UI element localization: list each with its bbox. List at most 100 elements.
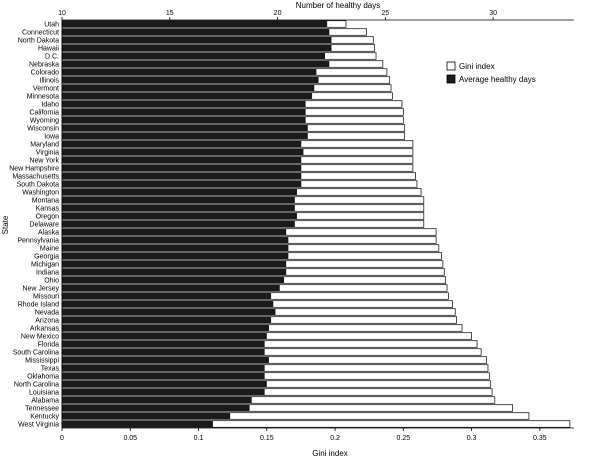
healthy-days-bar — [62, 172, 302, 180]
state-label: California — [29, 109, 59, 116]
healthy-days-bar — [62, 284, 280, 292]
healthy-days-bar — [62, 20, 328, 28]
state-label: Indiana — [36, 269, 59, 276]
state-label: Louisiana — [29, 389, 59, 396]
state-label: Kentucky — [30, 413, 59, 420]
healthy-days-bar — [62, 28, 330, 36]
healthy-days-bar — [62, 68, 317, 76]
healthy-days-bar — [62, 220, 295, 228]
state-label: Oregon — [36, 213, 59, 220]
state-label: Rhode Island — [18, 301, 59, 308]
healthy-days-bar — [62, 412, 231, 420]
healthy-days-bar — [62, 52, 326, 60]
state-label: Colorado — [31, 69, 60, 76]
state-label: West Virginia — [18, 421, 59, 428]
state-label: Utah — [44, 21, 59, 28]
state-label: Delaware — [29, 221, 59, 228]
bottom-axis: 0 0.05 0.1 0.15 0.2 0.25 0.3 0.35 — [60, 427, 574, 442]
state-label: Massachusetts — [12, 173, 59, 180]
healthy-days-bar — [62, 164, 302, 172]
healthy-days-bar — [62, 260, 287, 268]
state-label: North Dakota — [18, 37, 59, 44]
state-label: Wyoming — [30, 117, 59, 124]
bottom-tick-label: 0.2 — [330, 435, 340, 442]
top-tick-label: 10 — [58, 10, 66, 17]
state-label: Hawaii — [38, 45, 59, 52]
healthy-days-bar — [62, 140, 302, 148]
state-label: Wisconsin — [27, 125, 59, 132]
legend-swatch-healthy-days — [446, 74, 456, 84]
bottom-tick-label: 0.35 — [533, 435, 547, 442]
state-label: Idaho — [41, 101, 59, 108]
state-label: Kansas — [36, 205, 60, 212]
top-tick-label: 30 — [489, 10, 497, 17]
state-label: Maine — [40, 245, 59, 252]
healthy-days-bar — [62, 316, 272, 324]
state-label: Georgia — [34, 253, 59, 260]
bars — [61, 20, 571, 428]
bottom-tick-label: 0.05 — [123, 435, 137, 442]
healthy-days-bar — [62, 36, 332, 44]
healthy-days-bar — [62, 236, 289, 244]
healthy-days-bar — [62, 196, 295, 204]
healthy-days-bar — [62, 292, 272, 300]
healthy-days-bar — [62, 268, 287, 276]
state-label: Vermont — [33, 85, 59, 92]
state-label: North Carolina — [14, 381, 59, 388]
healthy-days-bar — [62, 332, 267, 340]
state-label: Pennsylvania — [17, 237, 59, 244]
state-label: New Hampshire — [9, 165, 59, 172]
state-label: Arizona — [35, 317, 59, 324]
legend-label-healthy-days: Average healthy days — [459, 75, 536, 84]
state-label: Alaska — [38, 229, 59, 236]
healthy-days-bar — [62, 276, 285, 284]
legend-swatch-gini — [446, 61, 456, 71]
state-label: Alabama — [31, 397, 59, 404]
healthy-days-bar — [62, 372, 265, 380]
healthy-days-bar — [62, 396, 252, 404]
state-label: Virginia — [36, 149, 59, 156]
healthy-days-bar — [62, 148, 304, 156]
state-label: South Carolina — [13, 349, 59, 356]
state-label: Washington — [22, 189, 59, 196]
healthy-days-bar — [62, 132, 308, 140]
state-label: Texas — [41, 365, 60, 372]
bottom-tick-label: 0.15 — [260, 435, 274, 442]
state-label: Florida — [38, 341, 60, 348]
state-label: Arkansas — [30, 325, 60, 332]
healthy-days-bar — [62, 420, 213, 428]
bottom-tick-label: 0.25 — [397, 435, 411, 442]
healthy-days-bar — [62, 308, 276, 316]
state-label: Tennessee — [25, 405, 59, 412]
bottom-tick-label: 0 — [60, 435, 64, 442]
healthy-days-bar — [62, 100, 306, 108]
healthy-days-bar — [62, 244, 289, 252]
state-label: Montana — [32, 197, 59, 204]
state-label: Maryland — [30, 141, 59, 148]
state-label: New York — [29, 157, 59, 164]
healthy-days-bar — [62, 364, 265, 372]
healthy-days-bar — [62, 92, 313, 100]
healthy-days-bar — [62, 340, 265, 348]
bottom-tick-label: 0.3 — [467, 435, 477, 442]
state-label: Connecticut — [22, 29, 59, 36]
top-axis-title: Number of healthy days — [296, 1, 381, 10]
state-label: New Mexico — [21, 333, 59, 340]
state-label: South Dakota — [17, 181, 60, 188]
y-axis-title: State — [1, 215, 10, 234]
healthy-days-bar — [62, 188, 297, 196]
healthy-days-bar — [62, 324, 269, 332]
healthy-days-bar — [62, 356, 269, 364]
bottom-axis-title: Gini index — [312, 449, 348, 458]
state-label: Michigan — [31, 261, 59, 268]
healthy-days-bar — [62, 388, 265, 396]
top-tick-label: 20 — [274, 10, 282, 17]
healthy-days-bar — [62, 108, 306, 116]
state-label: Mississippi — [25, 357, 59, 364]
state-label: Nebraska — [29, 61, 59, 68]
healthy-days-bar — [62, 252, 289, 260]
healthy-days-bar — [62, 228, 287, 236]
state-label: D.C. — [45, 53, 59, 60]
